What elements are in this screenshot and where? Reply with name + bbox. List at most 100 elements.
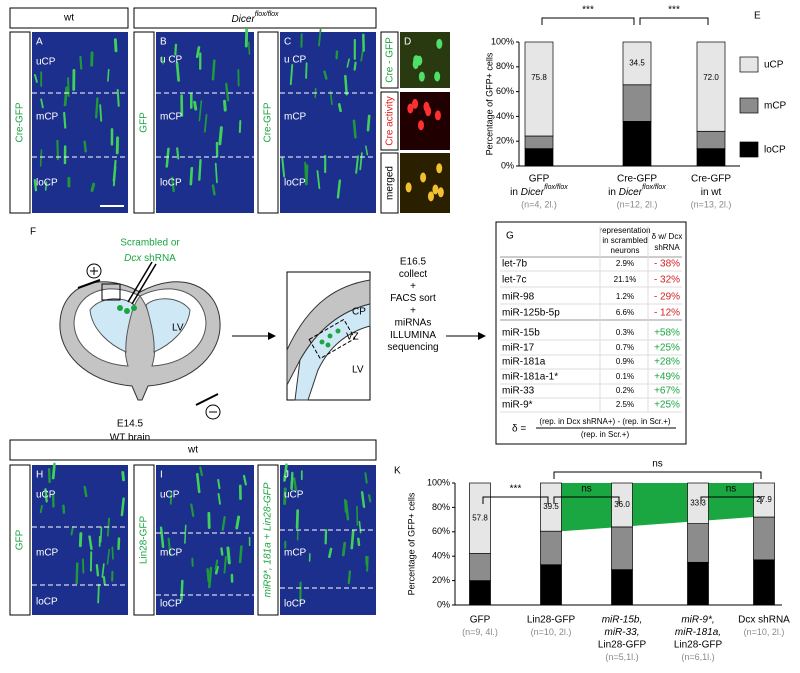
step-text: + bbox=[410, 281, 416, 292]
cell bbox=[341, 541, 347, 557]
layer-label: mCP bbox=[160, 548, 183, 559]
cell bbox=[83, 140, 87, 153]
sublabel-part: in wt bbox=[701, 187, 722, 198]
sublabel-part: in bbox=[510, 187, 521, 198]
cell bbox=[412, 98, 419, 109]
cell bbox=[51, 462, 56, 480]
cell bbox=[99, 526, 103, 543]
cell bbox=[418, 120, 425, 131]
cell bbox=[116, 88, 120, 107]
row-rep: 0.7% bbox=[616, 343, 634, 352]
y-tick-label: 0% bbox=[501, 160, 514, 170]
sublabel-part: Dicer bbox=[521, 187, 545, 198]
legend-swatch bbox=[739, 141, 759, 158]
cell bbox=[358, 520, 362, 534]
cell bbox=[39, 504, 43, 514]
header-sup: flox/flox bbox=[255, 11, 279, 18]
side-label: GFP bbox=[15, 529, 26, 550]
row-name: miR-33 bbox=[502, 386, 535, 397]
row-delta: - 29% bbox=[654, 292, 680, 303]
layer-label: loCP bbox=[36, 178, 58, 189]
arrow-head bbox=[268, 332, 276, 340]
cell bbox=[366, 114, 371, 132]
cell bbox=[198, 100, 203, 122]
brain-label: WT brain bbox=[110, 433, 150, 444]
inset-label: LV bbox=[352, 365, 364, 376]
panel-letter: E bbox=[754, 11, 761, 22]
layer-label: u CP bbox=[284, 55, 307, 66]
formula: (rep. in Scr.+) bbox=[581, 430, 630, 439]
cell bbox=[44, 488, 48, 503]
row-rep: 0.3% bbox=[616, 328, 634, 337]
table-header: shRNA bbox=[654, 243, 680, 252]
side-label: Cre-GFP bbox=[263, 102, 274, 142]
header-box bbox=[9, 439, 377, 461]
micrograph bbox=[400, 92, 450, 150]
cell-dot bbox=[335, 328, 341, 334]
cell bbox=[289, 64, 294, 86]
cell bbox=[44, 181, 48, 191]
cell bbox=[247, 41, 251, 55]
inset-label: CP bbox=[352, 307, 366, 318]
layer-label: mCP bbox=[36, 548, 59, 559]
x-tick-sublabel: in Dicerflox/flox bbox=[510, 184, 568, 198]
cell bbox=[336, 179, 342, 199]
panel-letter: G bbox=[506, 231, 514, 242]
row-name: miR-181a-1* bbox=[502, 372, 558, 383]
step-text: ILLUMINA bbox=[390, 330, 436, 341]
value-label: 57.8 bbox=[472, 513, 488, 522]
row-name: miR-9* bbox=[502, 400, 533, 411]
n-label: (n=10, 2l.) bbox=[531, 627, 572, 637]
cell bbox=[214, 162, 218, 184]
cell bbox=[169, 491, 173, 505]
layer-label: uCP bbox=[284, 490, 304, 501]
cell bbox=[40, 98, 44, 109]
sublabel-part: flox/flox bbox=[544, 184, 568, 191]
header-gene: Dicer bbox=[231, 14, 255, 25]
row-delta: +58% bbox=[654, 328, 680, 339]
cell bbox=[190, 503, 195, 518]
x-tick-label: GFP bbox=[470, 615, 491, 626]
layer-label: loCP bbox=[160, 599, 182, 610]
cell bbox=[111, 546, 114, 560]
cell bbox=[329, 90, 333, 106]
cell bbox=[360, 49, 364, 62]
cell bbox=[79, 55, 83, 70]
x-tick-label: GFP bbox=[529, 174, 550, 185]
table-header: neurons bbox=[611, 246, 640, 255]
y-tick-label: 40% bbox=[432, 551, 450, 561]
header: Dicerflox/flox bbox=[231, 11, 279, 25]
panel-letter: A bbox=[36, 37, 43, 48]
significance-label: ns bbox=[581, 484, 592, 495]
row-name: miR-15b bbox=[502, 328, 540, 339]
cell bbox=[112, 159, 117, 182]
cell bbox=[365, 145, 369, 156]
layer-label: loCP bbox=[284, 599, 306, 610]
cell bbox=[425, 106, 432, 117]
cell bbox=[218, 126, 223, 146]
cell bbox=[347, 570, 352, 585]
side-box bbox=[257, 464, 279, 616]
cell bbox=[121, 470, 125, 482]
legend-swatch bbox=[739, 56, 759, 73]
cell bbox=[83, 485, 88, 498]
injection-rest: shRNA bbox=[141, 253, 176, 264]
cell bbox=[184, 524, 187, 544]
ventricle bbox=[89, 298, 135, 353]
header-box bbox=[133, 7, 377, 29]
cell bbox=[203, 114, 208, 133]
bar-segment bbox=[753, 516, 775, 561]
cell bbox=[195, 46, 201, 59]
cell bbox=[63, 111, 67, 129]
inset-dashed bbox=[308, 318, 356, 360]
cell bbox=[283, 463, 288, 482]
cell bbox=[318, 28, 322, 47]
cell bbox=[62, 504, 66, 514]
row-name: let-7c bbox=[502, 275, 526, 286]
injection-dot bbox=[117, 305, 123, 311]
cell bbox=[70, 526, 74, 536]
bar-segment bbox=[524, 135, 554, 149]
row-rep: 2.9% bbox=[616, 259, 634, 268]
bar-segment bbox=[687, 561, 709, 606]
layer-label: mCP bbox=[284, 548, 307, 559]
